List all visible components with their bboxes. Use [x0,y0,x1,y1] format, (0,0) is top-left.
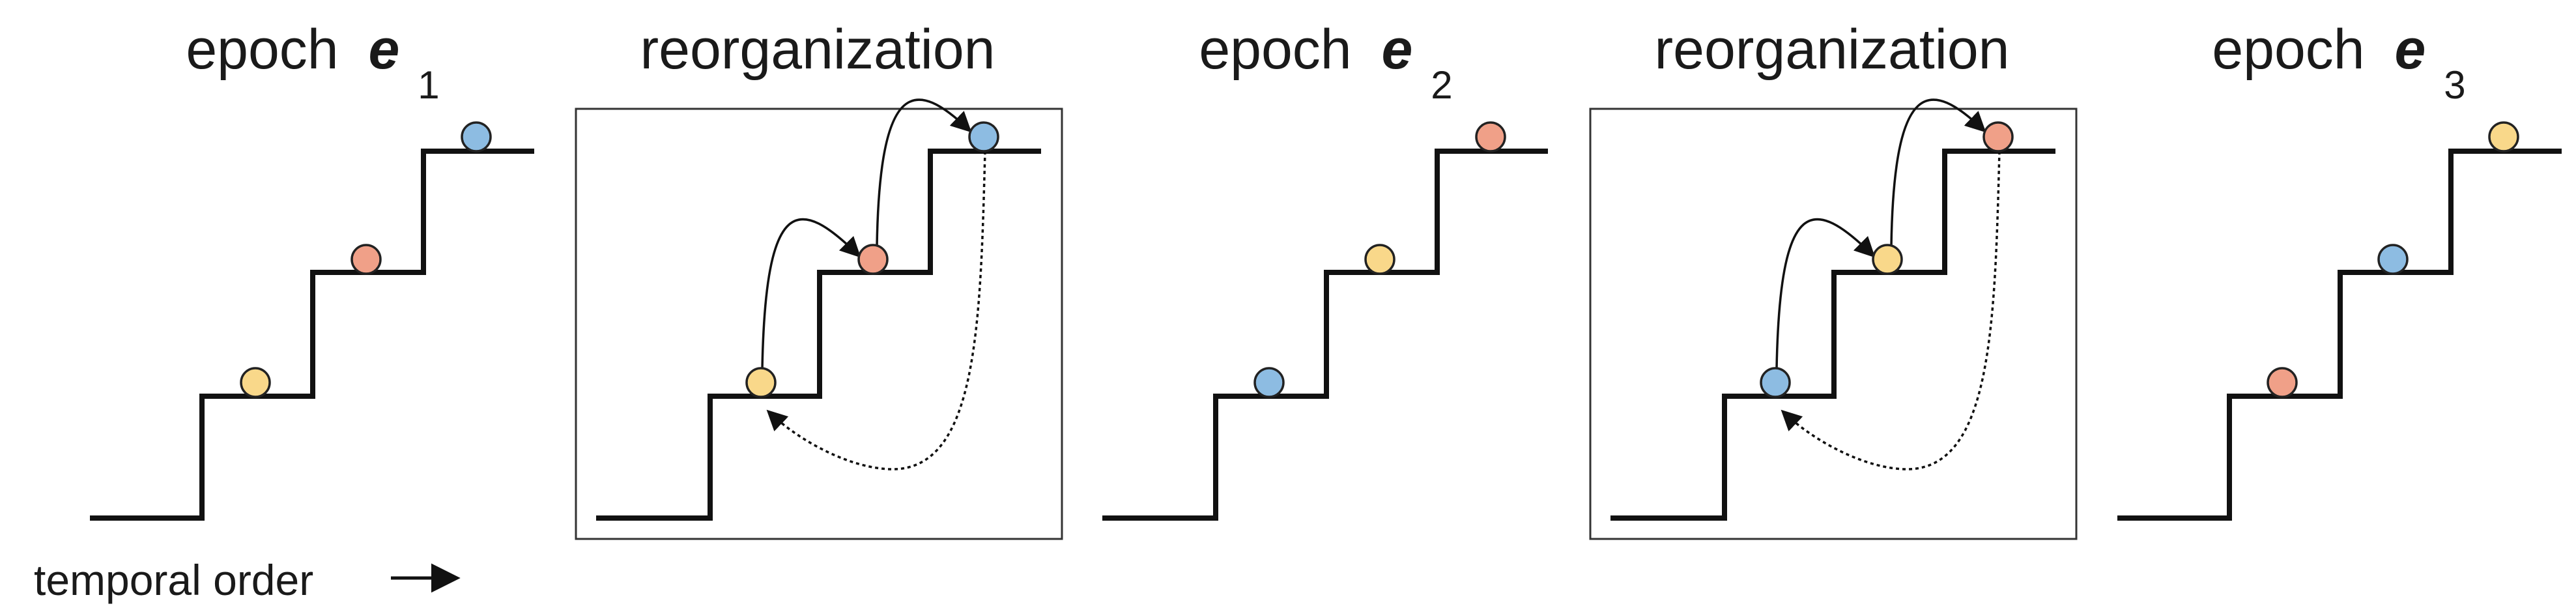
title-subscript: 3 [2444,63,2465,107]
staircase [1102,149,1548,521]
reorganization-frame [1589,108,2078,540]
ball-blue [2377,244,2409,275]
move-arrow-step2-to-step3 [876,98,972,247]
title-word: epoch [2212,18,2364,81]
panel-title-epoch-2: epoch e 2 [1199,18,1452,107]
panel-epoch-3: epoch e 3 [2117,18,2562,521]
panel-title-epoch-3: epoch e 3 [2212,18,2465,107]
ball-yellow [745,367,777,398]
ball-orange [1982,121,2014,152]
staircase [90,149,534,521]
ball-yellow [1364,244,1395,275]
move-arrow-step1-to-step2 [761,218,861,369]
ball-orange [351,244,382,275]
ball-blue [1760,367,1791,398]
axis-label-text: temporal order [34,556,313,604]
move-arrow-step2-to-step3 [1890,98,1986,247]
panel-reorganization-2: reorganization [1589,18,2078,540]
ball-yellow [2488,121,2519,152]
title-subscript: 1 [418,63,439,107]
title-symbol: e [2395,18,2426,81]
temporal-order-label: temporal order [34,556,461,604]
panel-title-reorganization-2: reorganization [1654,18,2009,81]
move-arrow-step1-to-step2 [1775,218,1876,369]
ball-orange [857,244,889,275]
panel-reorganization-1: reorganization [575,18,1063,540]
ball-blue [968,121,999,152]
title-symbol: e [1382,18,1413,81]
ball-blue [1253,367,1285,398]
ball-blue [461,121,492,152]
title-symbol: e [369,18,400,81]
panel-epoch-1: epoch e 1 [90,18,534,521]
reorganization-frame [575,108,1063,540]
ball-yellow [240,367,271,398]
title-subscript: 2 [1431,63,1452,107]
panel-epoch-2: epoch e 2 [1102,18,1548,521]
ball-yellow [1872,244,1903,275]
title-word: epoch [186,18,338,81]
panel-title-epoch-1: epoch e 1 [186,18,439,107]
ball-orange [2267,367,2298,398]
staircase [596,149,1041,521]
move-arrow-step3-to-step1 [1781,151,2001,470]
ball-orange [1475,121,1506,152]
move-arrow-step3-to-step1 [766,151,986,470]
panel-title-reorganization-1: reorganization [640,18,995,81]
title-word: epoch [1199,18,1351,81]
staircase [2117,149,2562,521]
staircase [1610,149,2055,521]
